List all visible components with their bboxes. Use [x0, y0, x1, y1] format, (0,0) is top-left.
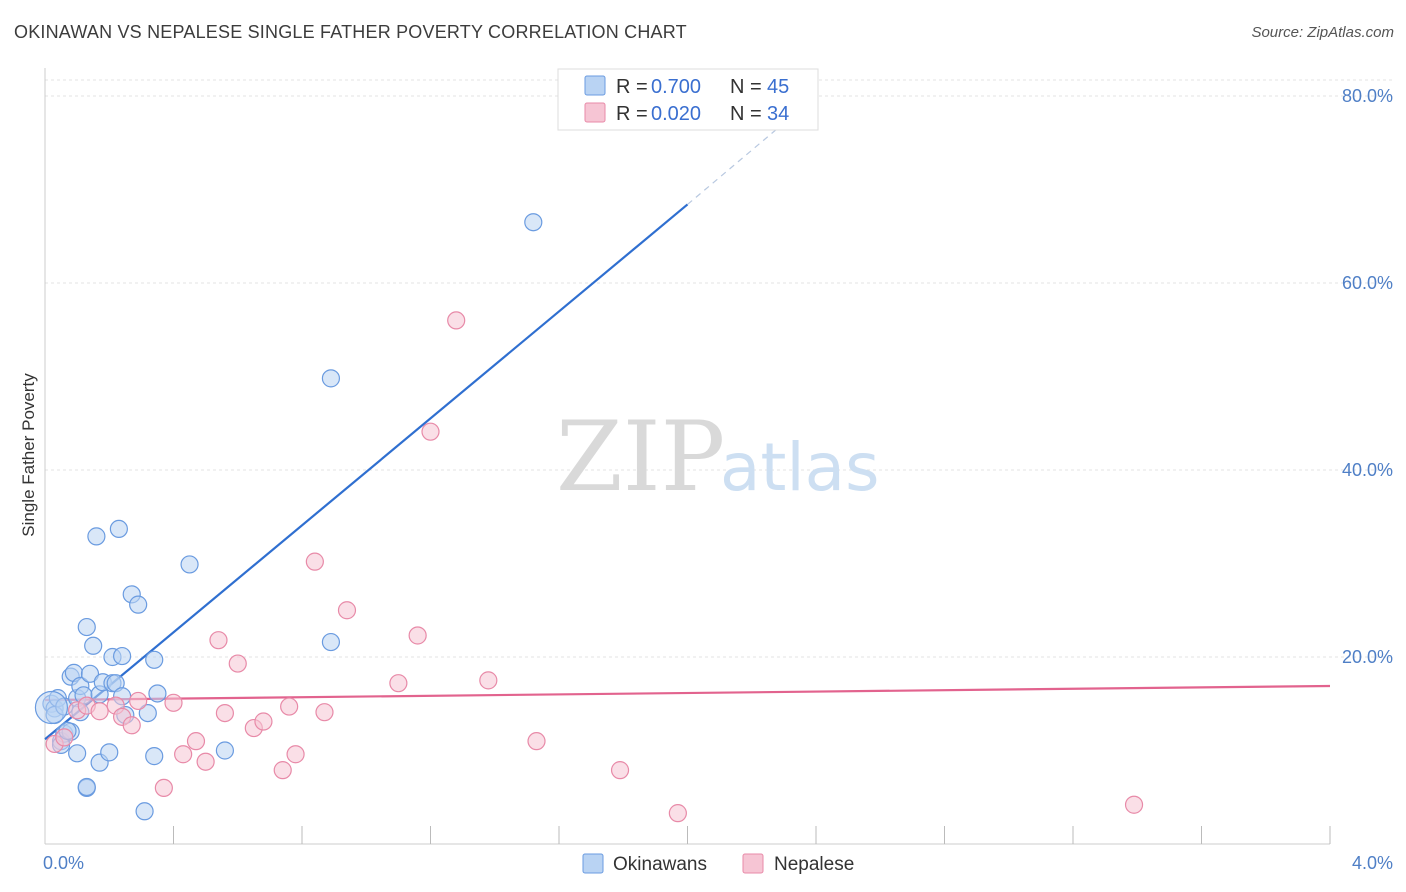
y-axis-label: Single Father Poverty [19, 373, 38, 537]
point-okinawans-22 [87, 527, 106, 546]
point-okinawans-40 [145, 747, 164, 766]
point-okinawans-12 [68, 744, 87, 763]
bottom-legend-label-okinawans: Okinawans [613, 854, 707, 875]
point-nepalese-9 [154, 778, 173, 798]
legend-r-value-okinawans: 0.700 [651, 76, 701, 98]
point-nepalese-26 [408, 626, 427, 645]
point-nepalese-4 [90, 702, 109, 721]
x-tick-label-0: 0.0% [43, 853, 84, 873]
point-okinawans-36 [135, 802, 154, 821]
point-nepalese-30 [527, 732, 546, 751]
chart-title: OKINAWAN VS NEPALESE SINGLE FATHER POVER… [14, 22, 687, 42]
y-tick-label-1: 40.0% [1342, 460, 1393, 480]
point-okinawans-18 [77, 777, 96, 797]
watermark-atlas: atlas [720, 429, 880, 506]
legend-n-value-nepalese: 34 [767, 103, 789, 125]
point-nepalese-24 [337, 601, 357, 620]
point-nepalese-10 [164, 693, 183, 712]
point-nepalese-8 [129, 691, 148, 711]
point-okinawans-41 [180, 555, 199, 574]
point-nepalese-11 [174, 745, 193, 764]
legend-n-value-okinawans: 45 [767, 76, 789, 98]
point-okinawans-42 [215, 741, 234, 760]
point-nepalese-19 [273, 761, 292, 780]
point-nepalese-14 [209, 631, 228, 650]
legend-swatch-okinawans [584, 75, 606, 96]
point-nepalese-33 [1124, 795, 1144, 814]
legend: R = 0.700 N = 45 R = 0.020 N = 34 [557, 68, 819, 131]
point-okinawans-38 [145, 650, 164, 669]
point-okinawans-35 [129, 595, 148, 614]
point-nepalese-27 [421, 422, 440, 441]
point-nepalese-25 [389, 674, 408, 693]
trend-line-okinawans [44, 203, 689, 741]
point-nepalese-13 [196, 752, 215, 771]
point-nepalese-1 [55, 728, 74, 747]
bottom-legend-swatch-nepalese [742, 853, 764, 874]
legend-n-label-okinawans: N = [730, 76, 762, 98]
point-okinawans-37 [138, 703, 157, 723]
x-tick-label-1: 4.0% [1352, 853, 1393, 873]
point-okinawans-30 [109, 519, 128, 539]
bottom-legend-swatch-okinawans [582, 853, 604, 874]
y-tick-label-0: 20.0% [1342, 647, 1393, 667]
legend-r-label-nepalese: R = [616, 103, 648, 125]
y-tick-label-3: 80.0% [1342, 86, 1393, 106]
point-nepalese-15 [215, 703, 234, 723]
point-okinawans-44 [321, 369, 341, 388]
trend-line-nepalese [44, 684, 1331, 702]
watermark: ZIP atlas [556, 401, 880, 513]
point-nepalese-18 [254, 712, 273, 731]
trend-lines [44, 95, 1331, 741]
watermark-zip: ZIP [556, 401, 725, 513]
point-nepalese-7 [122, 716, 141, 735]
point-okinawans-39 [148, 684, 167, 703]
point-okinawans-45 [524, 213, 543, 232]
legend-r-label-okinawans: R = [616, 76, 648, 98]
point-nepalese-32 [668, 804, 687, 823]
legend-swatch-nepalese [584, 102, 606, 123]
y-tick-label-2: 60.0% [1342, 273, 1393, 293]
point-okinawans-21 [84, 636, 103, 655]
point-nepalese-21 [286, 745, 305, 764]
point-okinawans-43 [321, 632, 341, 652]
data-points [34, 213, 1144, 823]
tick-labels: 20.0% 40.0% 60.0% 80.0% 0.0% 4.0% [43, 86, 1393, 873]
point-okinawans-cluster [34, 690, 69, 725]
source-credit: Source: ZipAtlas.com [1251, 24, 1394, 41]
bottom-legend-label-nepalese: Nepalese [774, 854, 854, 875]
point-nepalese-22 [305, 552, 324, 571]
point-okinawans-26 [100, 743, 119, 762]
point-okinawans-20 [77, 617, 96, 637]
point-nepalese-16 [228, 654, 247, 673]
point-nepalese-20 [280, 697, 299, 716]
bottom-legend: Okinawans Nepalese [582, 853, 854, 875]
point-nepalese-31 [610, 761, 630, 780]
point-nepalese-29 [479, 671, 498, 690]
point-okinawans-19 [80, 664, 100, 683]
legend-r-value-nepalese: 0.020 [651, 103, 701, 125]
legend-n-label-nepalese: N = [730, 103, 762, 125]
point-nepalese-28 [447, 311, 466, 330]
point-nepalese-23 [315, 703, 334, 722]
point-okinawans-32 [112, 646, 132, 666]
point-nepalese-12 [186, 732, 206, 751]
